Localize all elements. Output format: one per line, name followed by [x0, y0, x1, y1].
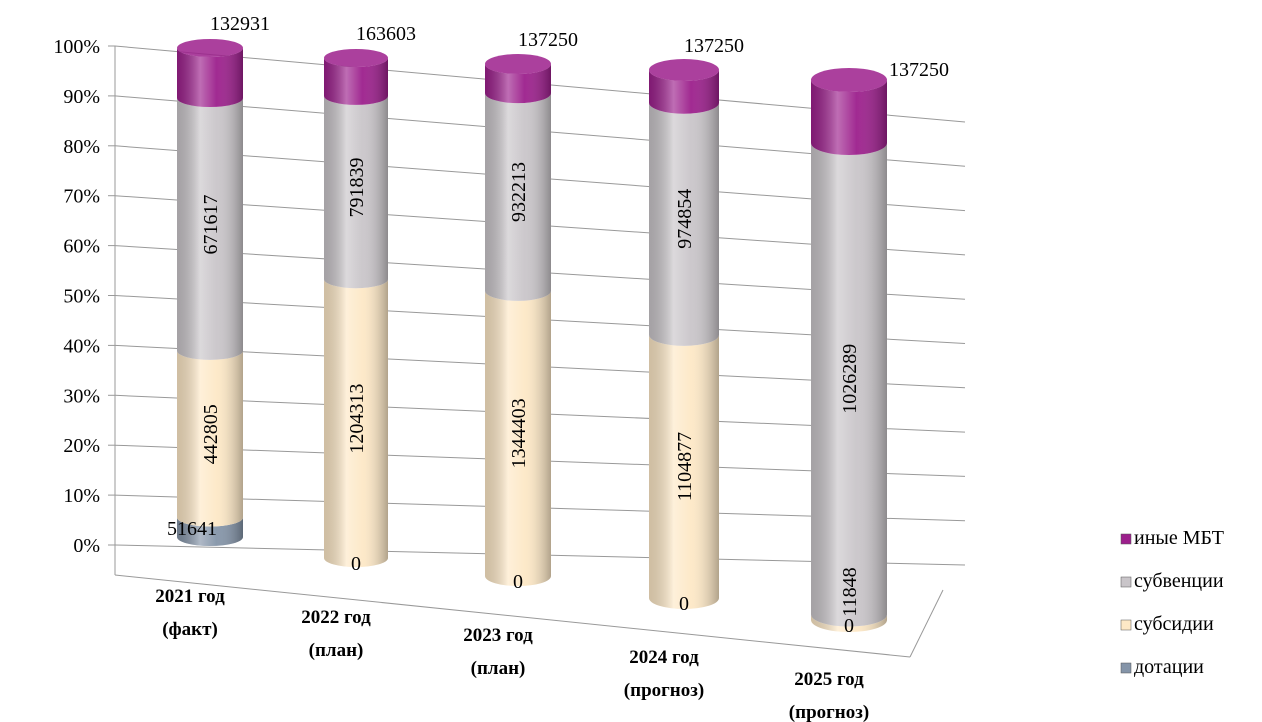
x-tick-label: 2024 год	[629, 647, 699, 668]
x-tick-label: (план)	[471, 658, 526, 679]
y-tick-label: 60%	[63, 236, 100, 258]
cylinder-shade	[649, 102, 719, 346]
x-tick-label: (прогноз)	[624, 680, 704, 701]
legend-label: иные МБТ	[1134, 527, 1224, 549]
legend-swatch	[1120, 533, 1132, 545]
cylinder	[649, 59, 719, 609]
data-label: 1204313	[346, 384, 368, 454]
cylinder	[811, 68, 887, 632]
data-label: 51641	[167, 518, 217, 540]
cylinder-top	[649, 59, 719, 81]
cylinder-shade	[649, 70, 719, 114]
cylinder-shade	[811, 614, 887, 632]
y-tick-label: 0%	[73, 535, 100, 557]
y-tick-label: 100%	[53, 36, 100, 58]
legend-label: дотации	[1134, 656, 1204, 678]
y-tick-label: 70%	[63, 186, 100, 208]
cylinder-shade	[485, 64, 551, 104]
data-label: 132931	[210, 13, 270, 35]
data-label: 1344403	[508, 398, 530, 468]
cylinder-shade	[177, 517, 243, 546]
x-tick-label: (факт)	[162, 619, 218, 640]
data-label: 1104877	[674, 432, 696, 501]
y-tick-label: 90%	[63, 86, 100, 108]
cylinder-top	[324, 49, 388, 67]
x-tick-label: 2022 год	[301, 607, 371, 628]
cylinder-shade	[324, 95, 388, 289]
data-label: 974854	[674, 189, 696, 249]
data-label: 137250	[684, 35, 744, 57]
data-label: 0	[844, 615, 854, 637]
cylinder-shade	[324, 279, 388, 567]
floor-edge	[114, 574, 911, 658]
cylinder-shade	[324, 58, 388, 105]
data-label: 1026289	[839, 344, 861, 414]
data-label: 0	[679, 593, 689, 615]
cylinder-top	[811, 68, 887, 92]
cylinder-shade	[811, 143, 887, 627]
y-tick-label: 30%	[63, 385, 100, 407]
data-label: 163603	[356, 23, 416, 45]
legend-swatch	[1120, 619, 1132, 631]
legend-label: субсидии	[1134, 613, 1214, 635]
x-tick-label: (план)	[309, 640, 364, 661]
cylinder-shade	[177, 98, 243, 360]
y-tick-label: 80%	[63, 136, 100, 158]
data-label: 442805	[200, 404, 222, 464]
legend-swatch	[1120, 662, 1132, 674]
x-tick-label: 2023 год	[463, 625, 533, 646]
cylinder-top	[177, 39, 243, 57]
data-label: 791839	[346, 158, 368, 218]
legend-label: субвенции	[1134, 570, 1224, 592]
cylinder-shade	[177, 48, 243, 108]
cylinder-shade	[485, 93, 551, 301]
legend-swatch	[1120, 576, 1132, 588]
x-tick-label: 2025 год	[794, 669, 864, 690]
y-tick-label: 40%	[63, 335, 100, 357]
data-label: 0	[513, 571, 523, 593]
data-label: 137250	[518, 29, 578, 51]
cylinder-shade	[811, 80, 887, 156]
data-label: 932213	[508, 162, 530, 222]
cylinder-top	[485, 54, 551, 74]
x-tick-label: 2021 год	[155, 586, 225, 607]
cylinder-shade	[649, 334, 719, 609]
data-label: 11848	[839, 567, 861, 616]
cylinder-shade	[177, 350, 243, 527]
data-label: 137250	[889, 59, 949, 81]
data-label: 0	[351, 553, 361, 575]
cylinder-shade	[485, 290, 551, 586]
cylinder	[485, 54, 551, 586]
y-tick-label: 20%	[63, 435, 100, 457]
cylinder	[324, 49, 388, 567]
data-label: 671617	[200, 194, 222, 254]
y-tick-label: 10%	[63, 485, 100, 507]
floor-edge	[909, 589, 944, 658]
x-tick-label: (прогноз)	[789, 702, 869, 722]
cylinder	[177, 39, 243, 546]
y-tick-label: 50%	[63, 286, 100, 308]
